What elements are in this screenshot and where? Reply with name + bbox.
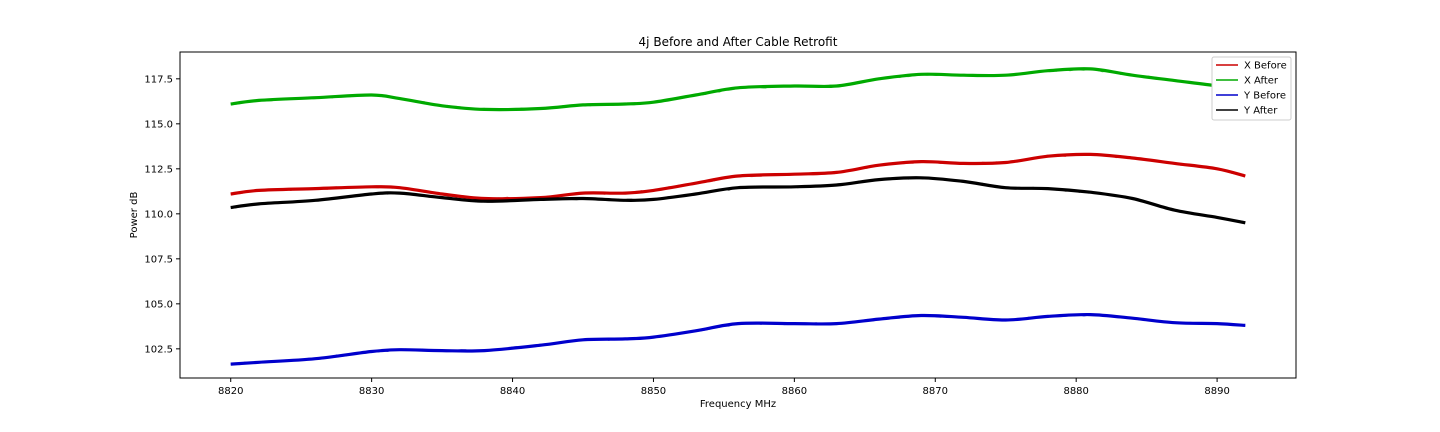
series-noise bbox=[230, 153, 1246, 200]
y-axis: 102.5 105.0 107.5 110.0 112.5 115.0 117.5 bbox=[144, 74, 180, 355]
x-tick-label: 8850 bbox=[641, 386, 666, 397]
legend-label: X Before bbox=[1244, 61, 1287, 72]
y-tick-label: 110.0 bbox=[144, 209, 173, 220]
series-noise bbox=[230, 68, 1246, 111]
y-tick-label: 117.5 bbox=[144, 74, 173, 85]
series-lines bbox=[230, 67, 1246, 366]
series-noise bbox=[230, 177, 1246, 223]
chart-title: 4j Before and After Cable Retrofit bbox=[639, 35, 838, 49]
y-tick-label: 102.5 bbox=[144, 344, 173, 355]
x-tick-label: 8870 bbox=[923, 386, 948, 397]
x-axis-label: Frequency MHz bbox=[700, 399, 776, 410]
series-line bbox=[230, 312, 1246, 366]
series-line bbox=[230, 176, 1246, 225]
x-tick-label: 8820 bbox=[218, 386, 243, 397]
x-tick-label: 8840 bbox=[500, 386, 525, 397]
y-axis-label: Power dB bbox=[129, 192, 140, 239]
legend-label: Y After bbox=[1243, 106, 1278, 117]
x-tick-label: 8860 bbox=[782, 386, 807, 397]
x-tick-label: 8880 bbox=[1063, 386, 1088, 397]
y-tick-label: 112.5 bbox=[144, 164, 173, 175]
y-tick-label: 115.0 bbox=[144, 119, 173, 130]
plot-area bbox=[179, 51, 1297, 379]
series-line bbox=[230, 67, 1246, 112]
y-tick-label: 105.0 bbox=[144, 299, 173, 310]
x-tick-label: 8830 bbox=[359, 386, 384, 397]
legend: X Before X After Y Before Y After bbox=[1211, 56, 1292, 121]
x-tick-label: 8890 bbox=[1204, 386, 1229, 397]
legend-label: Y Before bbox=[1243, 91, 1286, 102]
legend-label: X After bbox=[1244, 76, 1279, 87]
legend-box bbox=[1211, 56, 1292, 121]
x-axis: 8820 8830 8840 8850 8860 8870 8880 8890 bbox=[218, 378, 1230, 397]
y-tick-label: 107.5 bbox=[144, 254, 173, 265]
series-noise bbox=[230, 313, 1246, 366]
